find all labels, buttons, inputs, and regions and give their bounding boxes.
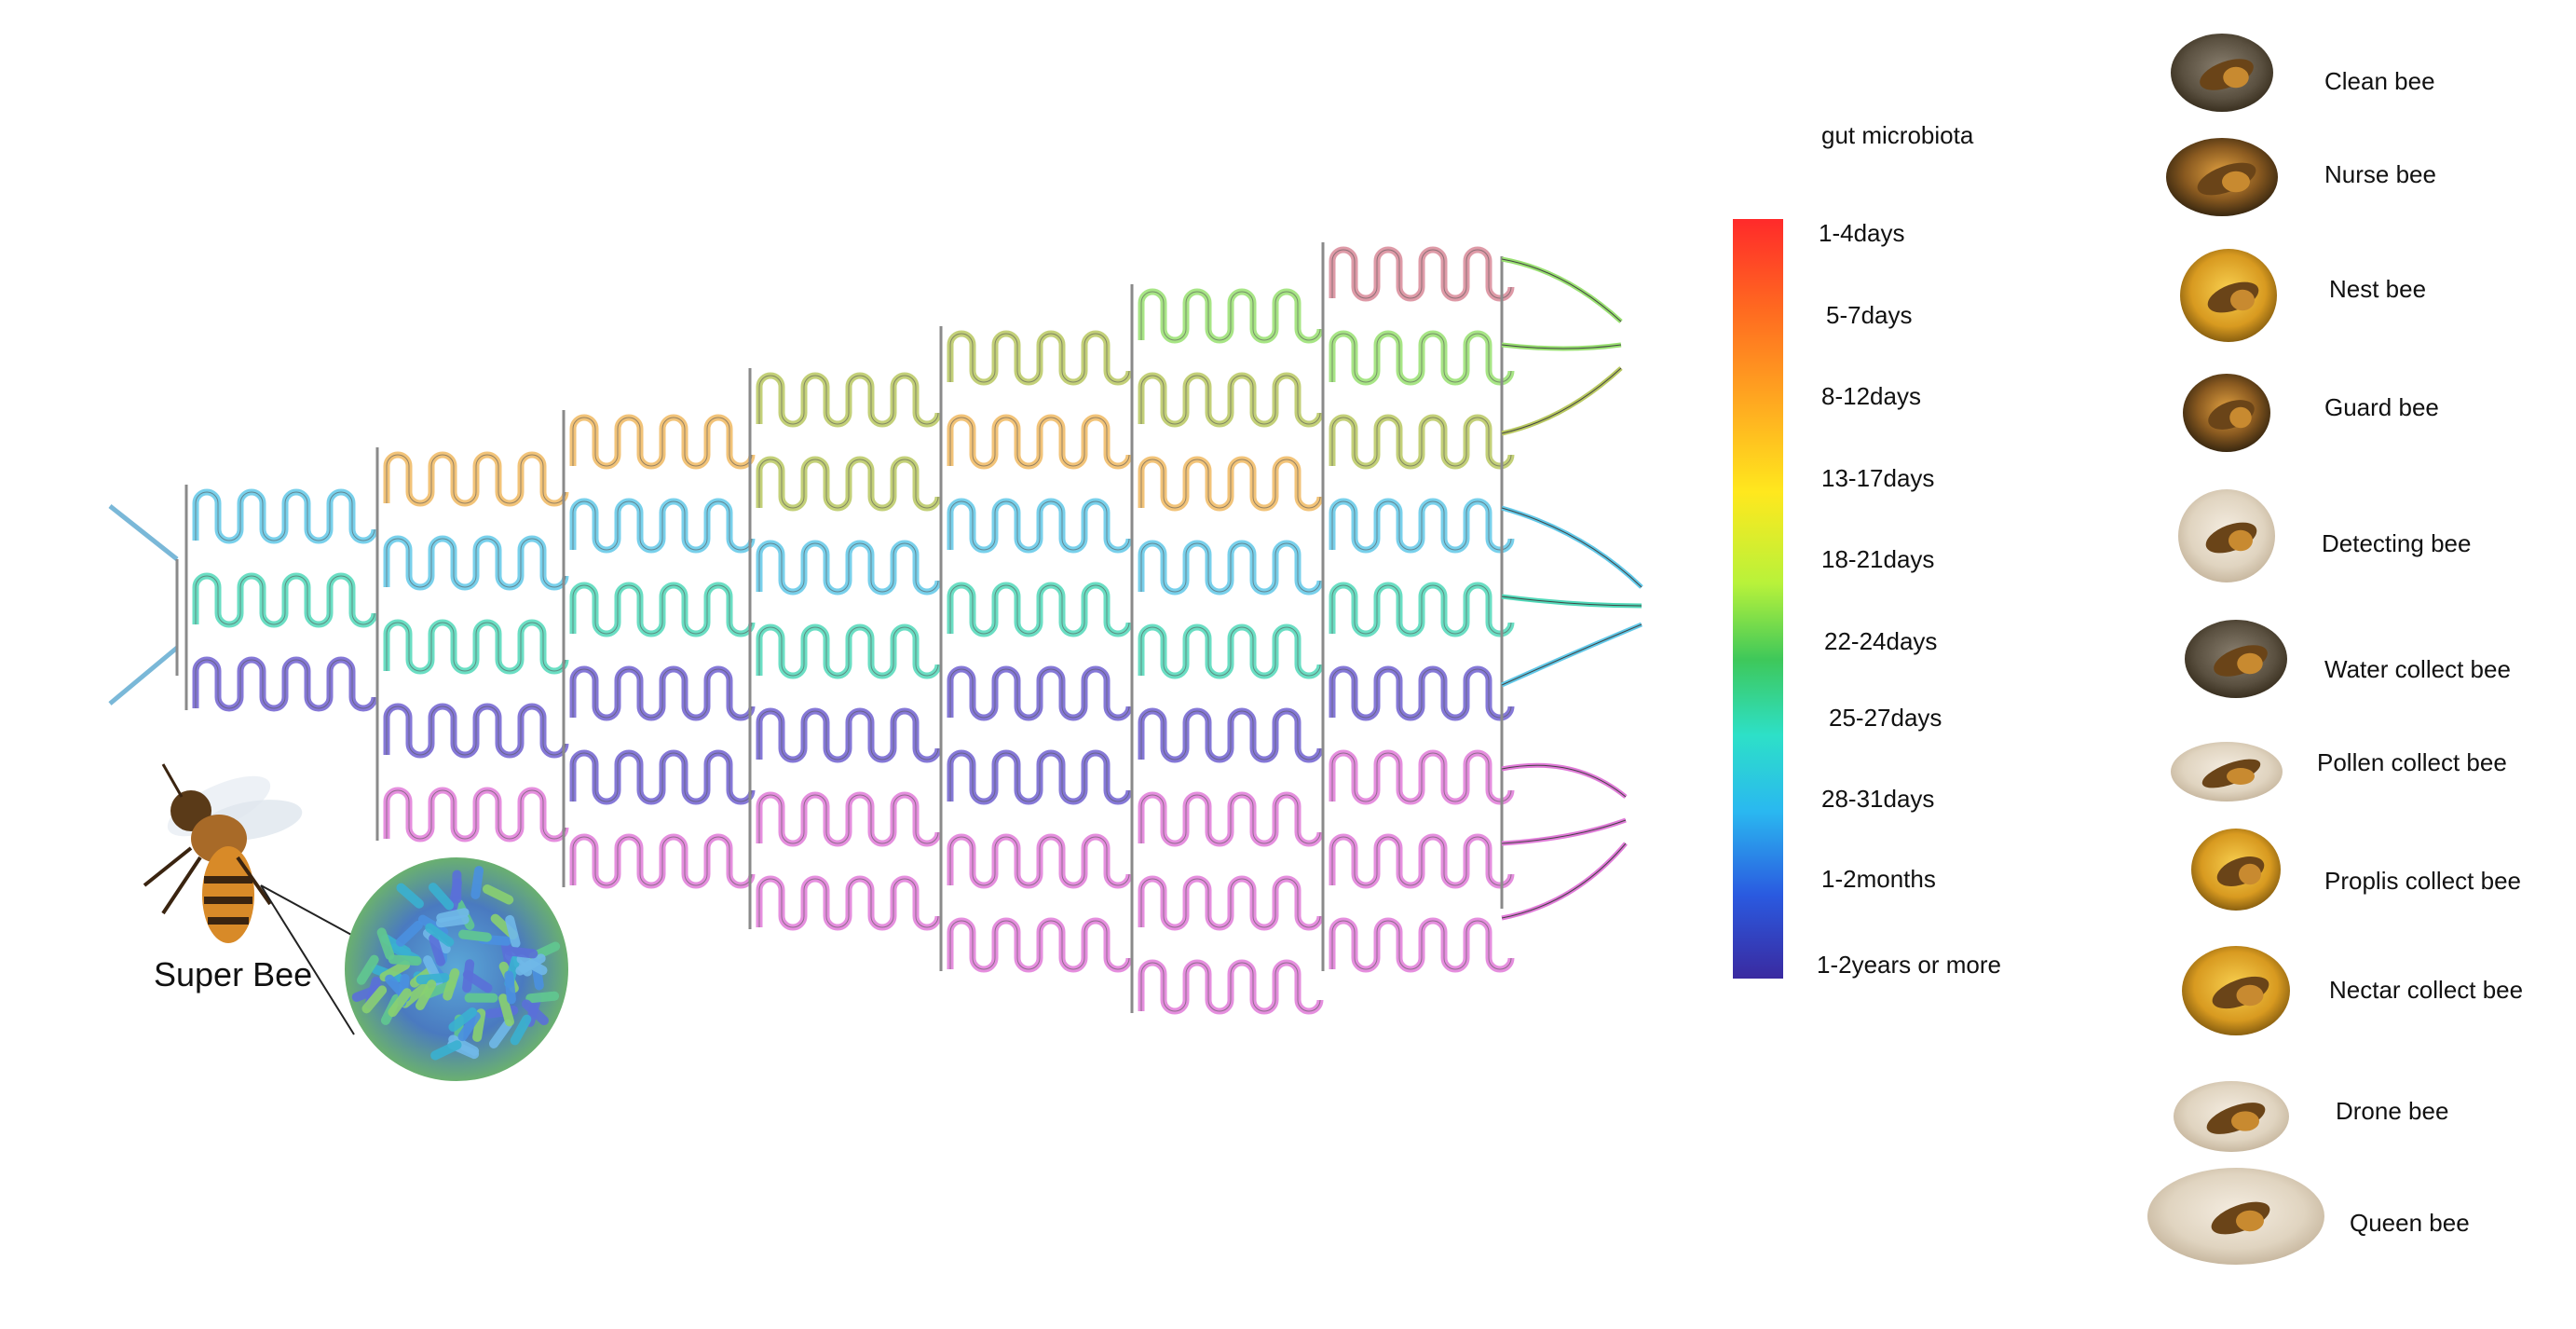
bee-label: Nurse bee <box>2324 160 2436 188</box>
legend-item-label: 25-27days <box>1829 704 1942 732</box>
legend-item-label: 13-17days <box>1821 464 1935 492</box>
bee-label: Clean bee <box>2324 67 2435 95</box>
legend-title: gut microbiota <box>1821 121 1974 149</box>
super-bee-label: Super Bee <box>154 955 313 993</box>
bee-label: Nectar collect bee <box>2329 976 2524 1004</box>
nectar-collect-bee-photo <box>2182 946 2290 1035</box>
microfluidic-chip <box>108 242 1643 1015</box>
guard-bee-photo <box>2183 374 2270 452</box>
legend-item-label: 1-4days <box>1819 219 1905 247</box>
legend-item-label: 28-31days <box>1821 785 1935 813</box>
bee-label: Drone bee <box>2336 1097 2449 1125</box>
legend-item-label: 5-7days <box>1826 301 1913 329</box>
bee-label: Queen bee <box>2350 1209 2470 1237</box>
nurse-bee-photo <box>2166 138 2278 216</box>
clean-bee-photo <box>2171 34 2273 112</box>
bee-label: Detecting bee <box>2322 529 2472 557</box>
detecting-bee-photo <box>2178 489 2275 582</box>
bee-label: Water collect bee <box>2324 655 2511 683</box>
legend-item-label: 22-24days <box>1824 627 1938 655</box>
drone-bee-photo <box>2174 1081 2289 1152</box>
queen-bee-photo <box>2147 1168 2324 1265</box>
legend-color-scale <box>1733 219 1783 979</box>
legend-item-label: 1-2months <box>1821 865 1936 893</box>
legend-item-label: 8-12days <box>1821 382 1921 410</box>
water-collect-bee-photo <box>2185 620 2287 698</box>
bee-label: Guard bee <box>2324 393 2439 421</box>
bee-label: Pollen collect bee <box>2317 748 2507 776</box>
pollen-collect-bee-photo <box>2171 742 2283 802</box>
legend-item-label: 1-2years or more <box>1817 951 2001 979</box>
legend-item-label: 18-21days <box>1821 545 1935 573</box>
bee-label: Proplis collect bee <box>2324 867 2521 895</box>
gut-bacteria-icon <box>345 857 568 1081</box>
proplis-collect-bee-photo <box>2191 829 2281 911</box>
nest-bee-photo <box>2180 249 2277 342</box>
bee-label: Nest bee <box>2329 275 2427 303</box>
honeybee-icon <box>143 763 303 943</box>
